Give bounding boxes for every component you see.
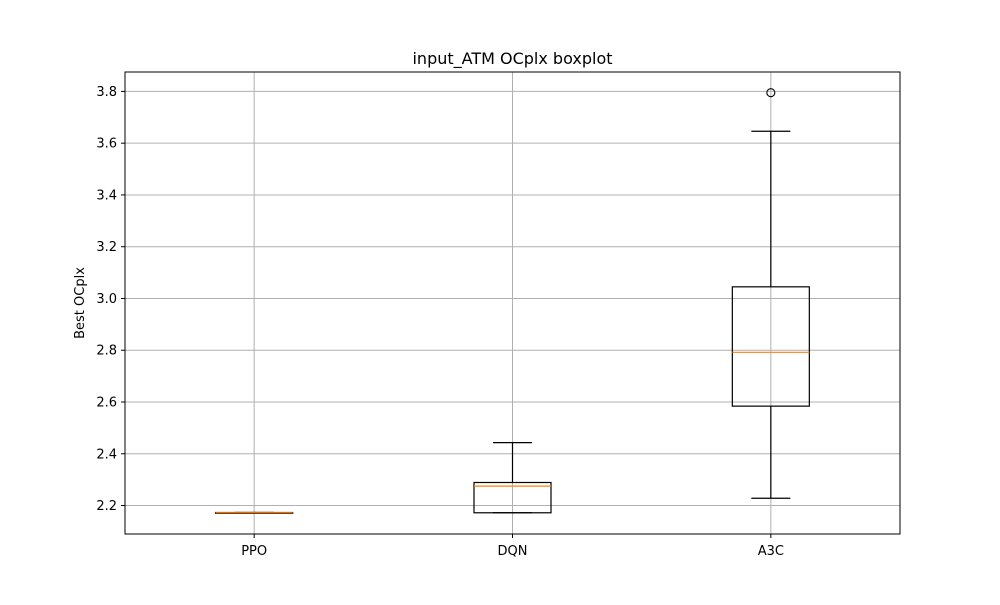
y-tick-label: 3.2	[96, 240, 117, 255]
y-tick-label: 3.6	[96, 137, 117, 152]
box-dqn	[473, 442, 552, 514]
box-layer	[215, 88, 810, 514]
chart-title: input_ATM OCplx boxplot	[412, 49, 612, 69]
x-tick-label: A3C	[758, 544, 784, 559]
y-tick-label: 2.6	[96, 396, 117, 411]
iqr-box	[473, 481, 552, 514]
box-ppo	[215, 511, 294, 514]
tick-layer: 2.2 2.4 2.6 2.8 3.0 3.2 3.4 3.6 3.8 PPO DQN A3C	[96, 85, 784, 559]
y-tick-label: 3.8	[96, 85, 117, 100]
y-axis-label: Best OCplx	[73, 267, 88, 339]
y-tick-label: 2.8	[96, 344, 117, 359]
y-tick-label: 2.4	[96, 447, 117, 462]
outlier-point	[766, 88, 776, 98]
y-tick-label: 3.0	[96, 292, 117, 307]
x-tick-label: DQN	[498, 544, 528, 559]
iqr-box	[731, 286, 810, 407]
box-a3c	[731, 88, 810, 499]
x-tick-label: PPO	[241, 544, 267, 559]
y-tick-label: 2.2	[96, 499, 117, 514]
y-tick-label: 3.4	[96, 188, 117, 203]
